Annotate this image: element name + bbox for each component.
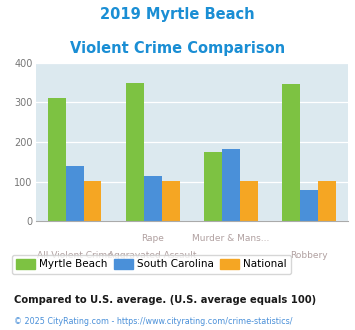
Text: Robbery: Robbery: [290, 251, 328, 260]
Bar: [318, 181, 336, 221]
Text: Rape: Rape: [141, 234, 164, 243]
Bar: [204, 152, 222, 221]
Bar: [126, 82, 144, 221]
Bar: [162, 181, 180, 221]
Bar: [83, 181, 102, 221]
Text: Compared to U.S. average. (U.S. average equals 100): Compared to U.S. average. (U.S. average …: [14, 295, 316, 305]
Bar: [48, 98, 66, 221]
Legend: Myrtle Beach, South Carolina, National: Myrtle Beach, South Carolina, National: [12, 255, 291, 274]
Text: Violent Crime Comparison: Violent Crime Comparison: [70, 41, 285, 56]
Text: Murder & Mans...: Murder & Mans...: [192, 234, 269, 243]
Text: All Violent Crime: All Violent Crime: [37, 251, 113, 260]
Bar: [144, 176, 162, 221]
Bar: [300, 190, 318, 221]
Bar: [240, 181, 258, 221]
Text: 2019 Myrtle Beach: 2019 Myrtle Beach: [100, 7, 255, 21]
Text: Aggravated Assault: Aggravated Assault: [108, 251, 197, 260]
Bar: [66, 166, 83, 221]
Bar: [282, 84, 300, 221]
Text: © 2025 CityRating.com - https://www.cityrating.com/crime-statistics/: © 2025 CityRating.com - https://www.city…: [14, 317, 293, 326]
Bar: [222, 148, 240, 221]
